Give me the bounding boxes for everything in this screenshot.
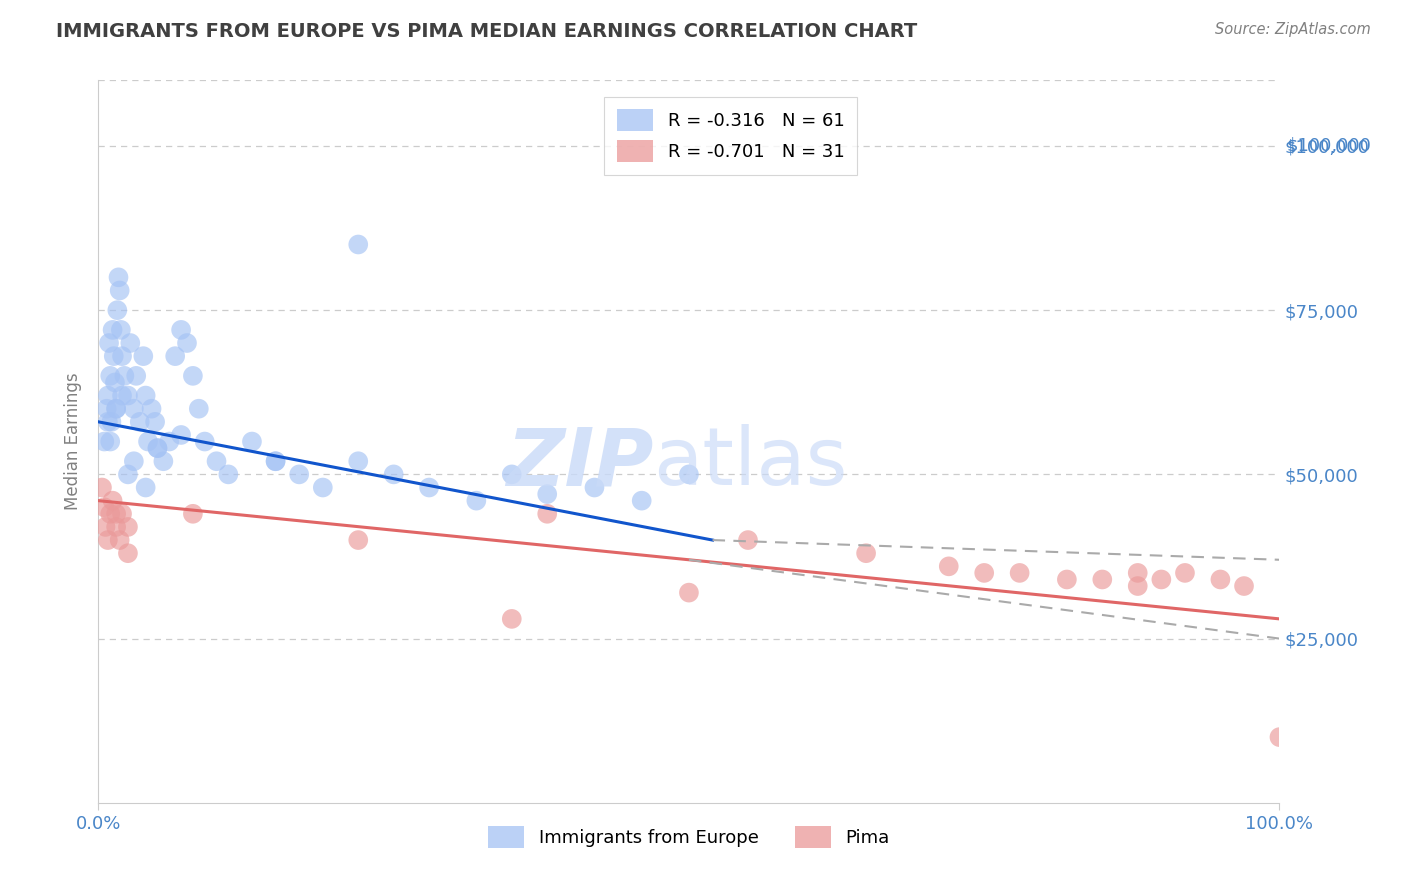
Point	[737, 533, 759, 547]
Point	[181, 507, 204, 521]
Point	[117, 388, 139, 402]
Point	[111, 507, 134, 521]
Point	[418, 481, 440, 495]
Point	[347, 533, 370, 547]
Text: $100,000: $100,000	[1286, 137, 1371, 155]
Point	[288, 467, 311, 482]
Point	[104, 376, 127, 390]
Point	[105, 401, 128, 416]
Legend: Immigrants from Europe, Pima: Immigrants from Europe, Pima	[478, 815, 900, 859]
Point	[630, 493, 652, 508]
Point	[117, 546, 139, 560]
Point	[96, 401, 118, 416]
Point	[108, 533, 131, 547]
Point	[101, 493, 124, 508]
Point	[110, 323, 132, 337]
Point	[678, 585, 700, 599]
Point	[973, 566, 995, 580]
Text: Source: ZipAtlas.com: Source: ZipAtlas.com	[1215, 22, 1371, 37]
Point	[181, 368, 204, 383]
Point	[91, 481, 114, 495]
Point	[122, 401, 145, 416]
Point	[98, 507, 121, 521]
Point	[1008, 566, 1031, 580]
Point	[264, 454, 287, 468]
Point	[165, 349, 187, 363]
Point	[347, 237, 370, 252]
Point	[1150, 573, 1173, 587]
Point	[205, 454, 228, 468]
Point	[120, 336, 142, 351]
Point	[146, 441, 169, 455]
Point	[170, 323, 193, 337]
Point	[1056, 573, 1078, 587]
Point	[1268, 730, 1291, 744]
Point	[264, 454, 287, 468]
Point	[111, 349, 134, 363]
Point	[101, 323, 124, 337]
Point	[1091, 573, 1114, 587]
Point	[98, 368, 121, 383]
Point	[855, 546, 877, 560]
Point	[536, 507, 558, 521]
Point	[465, 493, 488, 508]
Point	[141, 401, 163, 416]
Point	[312, 481, 335, 495]
Point	[105, 303, 128, 318]
Point	[938, 559, 960, 574]
Point	[105, 520, 128, 534]
Point	[105, 507, 128, 521]
Point	[157, 434, 180, 449]
Point	[143, 415, 166, 429]
Point	[100, 415, 122, 429]
Point	[135, 388, 157, 402]
Point	[107, 270, 129, 285]
Point	[1233, 579, 1256, 593]
Text: ZIP: ZIP	[506, 425, 654, 502]
Point	[194, 434, 217, 449]
Point	[1126, 579, 1149, 593]
Point	[583, 481, 606, 495]
Point	[176, 336, 198, 351]
Point	[536, 487, 558, 501]
Point	[93, 500, 115, 515]
Text: IMMIGRANTS FROM EUROPE VS PIMA MEDIAN EARNINGS CORRELATION CHART: IMMIGRANTS FROM EUROPE VS PIMA MEDIAN EA…	[56, 22, 918, 41]
Point	[146, 441, 169, 455]
Point	[125, 368, 148, 383]
Point	[347, 454, 370, 468]
Point	[501, 612, 523, 626]
Point	[678, 467, 700, 482]
Point	[382, 467, 405, 482]
Point	[152, 454, 174, 468]
Point	[105, 401, 128, 416]
Point	[112, 368, 135, 383]
Point	[103, 349, 125, 363]
Point	[108, 284, 131, 298]
Point	[1174, 566, 1197, 580]
Point	[97, 388, 120, 402]
Point	[501, 467, 523, 482]
Point	[135, 481, 157, 495]
Point	[93, 434, 115, 449]
Point	[97, 533, 120, 547]
Text: atlas: atlas	[654, 425, 848, 502]
Point	[97, 415, 120, 429]
Point	[217, 467, 239, 482]
Point	[111, 388, 134, 402]
Point	[98, 336, 121, 351]
Point	[1126, 566, 1149, 580]
Point	[94, 520, 117, 534]
Point	[1209, 573, 1232, 587]
Y-axis label: Median Earnings: Median Earnings	[65, 373, 83, 510]
Point	[117, 467, 139, 482]
Point	[122, 454, 145, 468]
Point	[98, 434, 121, 449]
Point	[170, 428, 193, 442]
Point	[128, 415, 150, 429]
Point	[136, 434, 159, 449]
Point	[187, 401, 209, 416]
Point	[132, 349, 155, 363]
Point	[240, 434, 263, 449]
Point	[117, 520, 139, 534]
